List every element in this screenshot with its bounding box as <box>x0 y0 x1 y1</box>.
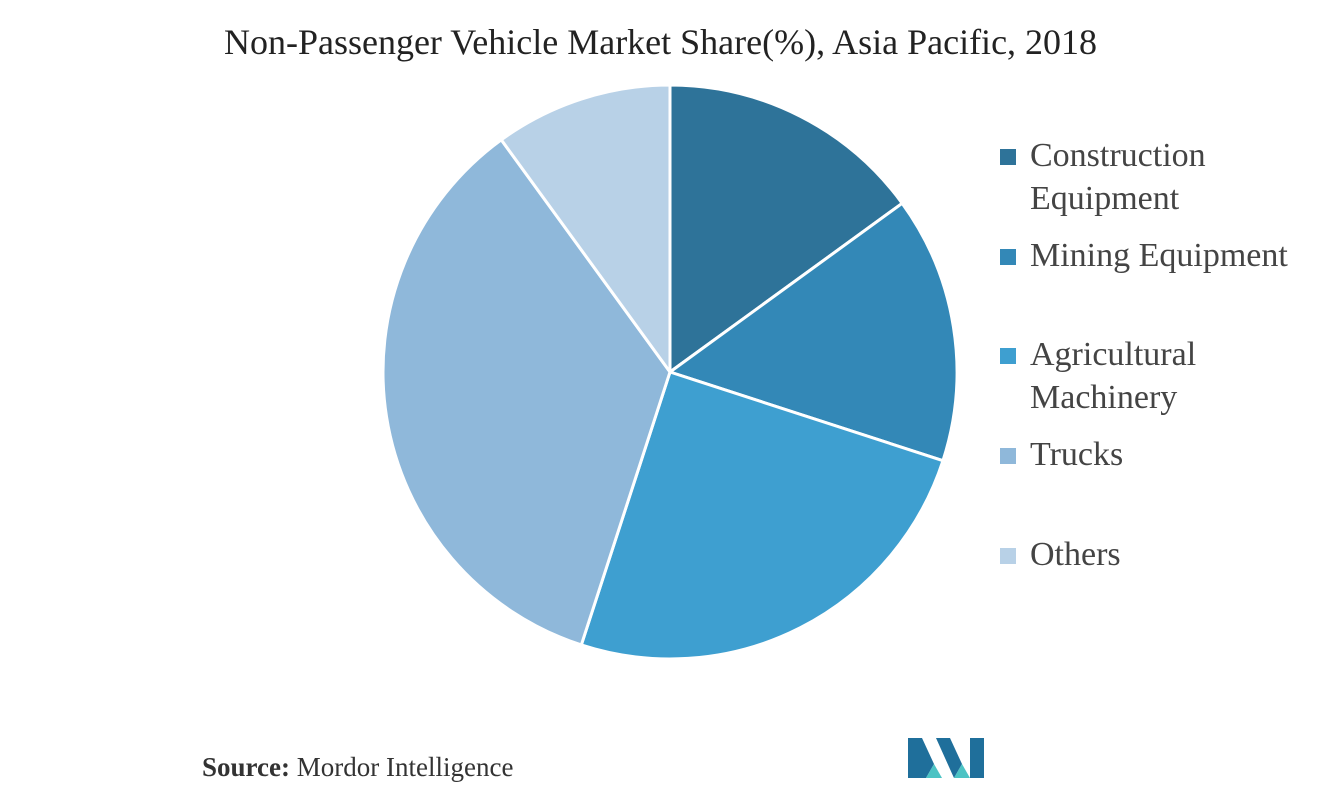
legend-label: Trucks <box>1030 436 1124 473</box>
legend-item-trucks: Trucks <box>1000 433 1321 476</box>
legend-label: Agricultural Machinery <box>1030 336 1197 416</box>
source-label: Source: <box>202 752 290 782</box>
legend-item-others: Others <box>1000 533 1321 576</box>
source-note: Source: Mordor Intelligence <box>202 750 513 784</box>
source-text: Mordor Intelligence <box>290 752 514 782</box>
legend-swatch <box>1000 249 1016 265</box>
legend-swatch <box>1000 548 1016 564</box>
legend-item-construction-equipment: Construction Equipment <box>1000 134 1321 220</box>
logo-shape-right-teal <box>954 764 970 778</box>
pie-slice-others <box>499 83 672 374</box>
logo-shape-left <box>908 738 934 778</box>
legend-item-agricultural-machinery: Agricultural Machinery <box>1000 333 1321 419</box>
pie-slice-trucks <box>381 138 672 647</box>
legend-swatch <box>1000 149 1016 165</box>
chart-title: Non-Passenger Vehicle Market Share(%), A… <box>223 22 1098 62</box>
legend-label: Construction Equipment <box>1030 137 1206 217</box>
legend-label: Mining Equipment <box>1030 237 1288 274</box>
mordor-intelligence-logo-icon <box>908 738 984 778</box>
legend-swatch <box>1000 448 1016 464</box>
logo-shape-mid-teal <box>926 764 942 778</box>
logo-shape-right <box>970 738 984 778</box>
pie-slice-agricultural-machinery <box>579 370 945 661</box>
logo-shape-mid <box>936 738 962 778</box>
legend-swatch <box>1000 348 1016 364</box>
pie-chart <box>381 83 959 661</box>
pie-slice-construction-equipment <box>668 83 904 374</box>
legend-label: Others <box>1030 536 1121 573</box>
legend-item-mining-equipment: Mining Equipment <box>1000 234 1321 277</box>
pie-slice-mining-equipment <box>668 201 959 463</box>
